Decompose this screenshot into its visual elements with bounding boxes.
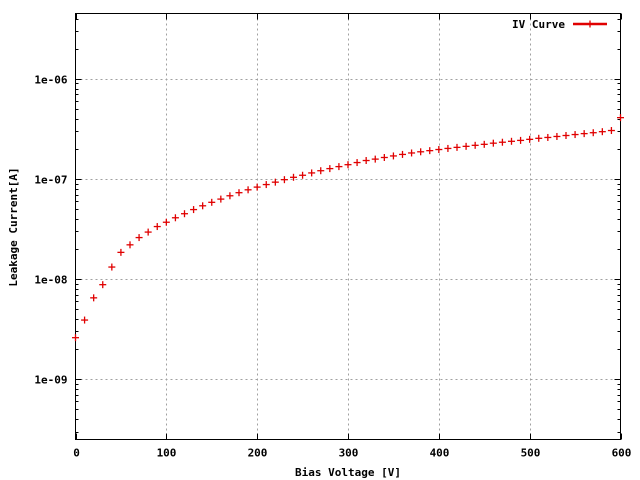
data-point bbox=[598, 128, 606, 136]
data-point bbox=[480, 140, 488, 148]
data-point bbox=[389, 152, 397, 160]
data-point bbox=[226, 192, 234, 200]
data-point bbox=[108, 263, 116, 271]
data-point bbox=[607, 127, 615, 135]
data-point bbox=[253, 183, 261, 191]
x-tick-label: 0 bbox=[73, 447, 80, 460]
legend-label: IV Curve bbox=[512, 18, 565, 31]
axis-ticks bbox=[75, 13, 622, 440]
x-tick-label: 100 bbox=[157, 447, 177, 460]
data-point bbox=[553, 132, 561, 140]
data-point bbox=[571, 131, 579, 139]
data-point bbox=[444, 144, 452, 152]
data-point bbox=[526, 135, 534, 143]
data-point bbox=[326, 165, 334, 173]
data-point bbox=[90, 294, 98, 302]
data-point bbox=[153, 223, 161, 231]
data-point bbox=[508, 137, 515, 145]
data-point bbox=[208, 198, 216, 206]
data-point bbox=[317, 167, 325, 175]
y-tick-label: 1e-08 bbox=[34, 274, 67, 287]
data-point bbox=[353, 159, 361, 167]
data-point bbox=[380, 153, 388, 161]
data-point bbox=[462, 142, 470, 150]
data-point bbox=[99, 281, 107, 289]
data-point bbox=[262, 181, 270, 189]
legend-marker-plus bbox=[586, 20, 594, 28]
data-point bbox=[199, 202, 207, 210]
data-point bbox=[335, 163, 343, 171]
data-point bbox=[562, 131, 570, 139]
data-point bbox=[426, 147, 434, 155]
x-tick-label: 200 bbox=[248, 447, 268, 460]
tick-labels: 0 100 200 300 400 500 600 1e-09 1e-08 1e-07 1e-06 bbox=[34, 74, 631, 460]
data-point bbox=[535, 134, 543, 142]
legend: IV Curve bbox=[512, 18, 607, 31]
data-point bbox=[280, 176, 288, 184]
data-point bbox=[181, 210, 188, 218]
data-point bbox=[489, 139, 497, 147]
data-point bbox=[435, 146, 443, 154]
grid-lines bbox=[75, 13, 621, 440]
y-tick-label: 1e-06 bbox=[34, 74, 67, 87]
data-point bbox=[144, 228, 152, 236]
data-point bbox=[290, 173, 297, 181]
data-point bbox=[171, 214, 179, 222]
y-axis-label: Leakage Current[A] bbox=[7, 167, 20, 286]
data-point bbox=[580, 130, 588, 138]
data-point bbox=[362, 157, 370, 165]
data-point bbox=[126, 241, 134, 249]
data-point bbox=[453, 143, 461, 151]
data-point bbox=[135, 234, 143, 242]
data-point bbox=[244, 186, 252, 194]
data-point bbox=[417, 148, 425, 156]
data-point bbox=[271, 178, 279, 186]
data-point bbox=[344, 161, 352, 169]
y-tick-label: 1e-09 bbox=[34, 374, 67, 387]
legend-marker bbox=[586, 20, 594, 28]
data-point bbox=[217, 195, 225, 203]
x-axis-label: Bias Voltage [V] bbox=[295, 466, 401, 479]
data-point bbox=[471, 141, 479, 149]
data-point bbox=[371, 155, 379, 163]
data-point bbox=[72, 334, 79, 342]
x-tick-label: 300 bbox=[339, 447, 359, 460]
x-tick-label: 600 bbox=[612, 447, 632, 460]
x-tick-label: 500 bbox=[521, 447, 541, 460]
data-points bbox=[72, 114, 624, 342]
data-point bbox=[162, 218, 170, 226]
data-point bbox=[299, 171, 307, 179]
data-point bbox=[117, 248, 125, 256]
data-point bbox=[235, 189, 243, 197]
data-point bbox=[308, 169, 316, 177]
data-point bbox=[81, 316, 89, 324]
data-point bbox=[589, 129, 597, 137]
data-point bbox=[617, 114, 624, 122]
data-point bbox=[408, 149, 416, 157]
data-point bbox=[190, 206, 198, 214]
x-tick-label: 400 bbox=[430, 447, 450, 460]
data-point bbox=[544, 133, 552, 141]
data-point bbox=[399, 150, 406, 158]
y-tick-label: 1e-07 bbox=[34, 174, 67, 187]
data-point bbox=[517, 136, 525, 144]
data-point bbox=[498, 138, 506, 146]
